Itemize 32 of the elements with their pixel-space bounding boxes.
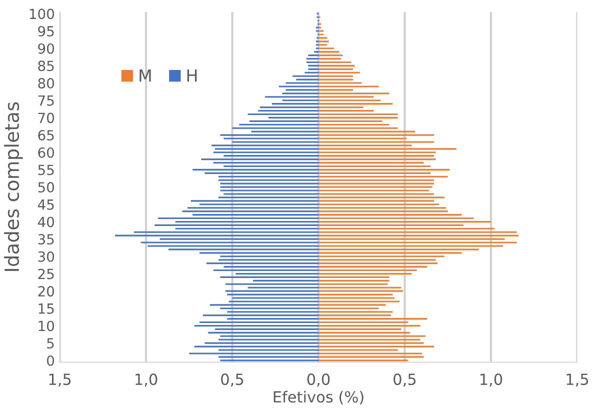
x-tick-label: 1,0: [480, 374, 502, 387]
y-tick-label: 5: [47, 338, 54, 349]
x-tick-label: 0,0: [307, 374, 330, 387]
legend-label: H: [187, 69, 197, 82]
y-tick-label: 20: [38, 286, 54, 297]
legend-label: M: [140, 69, 151, 82]
y-tick-label: 60: [38, 147, 54, 158]
x-tick-label: 0,5: [394, 374, 416, 387]
y-tick-label: 25: [38, 268, 54, 280]
y-tick-label: 75: [38, 96, 54, 106]
y-tick-label: 95: [38, 26, 54, 36]
x-tick-label: 1,5: [49, 374, 71, 387]
x-tick-label: 1,5: [566, 374, 588, 387]
y-tick-label: 15: [38, 304, 54, 314]
y-tick-label: 0: [47, 355, 54, 366]
y-tick-label: 40: [38, 216, 54, 228]
y-tick-label: 55: [38, 164, 54, 176]
y-tick-label: 50: [38, 182, 54, 193]
y-tick-label: 85: [38, 60, 54, 72]
x-tick-label: 0,5: [221, 374, 244, 387]
y-tick-label: 35: [38, 234, 54, 245]
y-axis-title: Idades completas: [4, 102, 23, 271]
y-tick-label: 70: [38, 112, 54, 124]
y-tick-label: 65: [38, 130, 54, 141]
y-tick-label: 90: [38, 43, 54, 54]
y-tick-label: 30: [38, 251, 54, 262]
x-tick-label: 1,0: [136, 374, 158, 387]
y-tick-label: 10: [38, 320, 54, 332]
y-tick-label: 80: [38, 78, 54, 88]
y-tick-label: 100: [30, 8, 54, 20]
x-axis-title: Efetivos (%): [274, 390, 364, 404]
y-tick-label: 45: [38, 200, 54, 210]
